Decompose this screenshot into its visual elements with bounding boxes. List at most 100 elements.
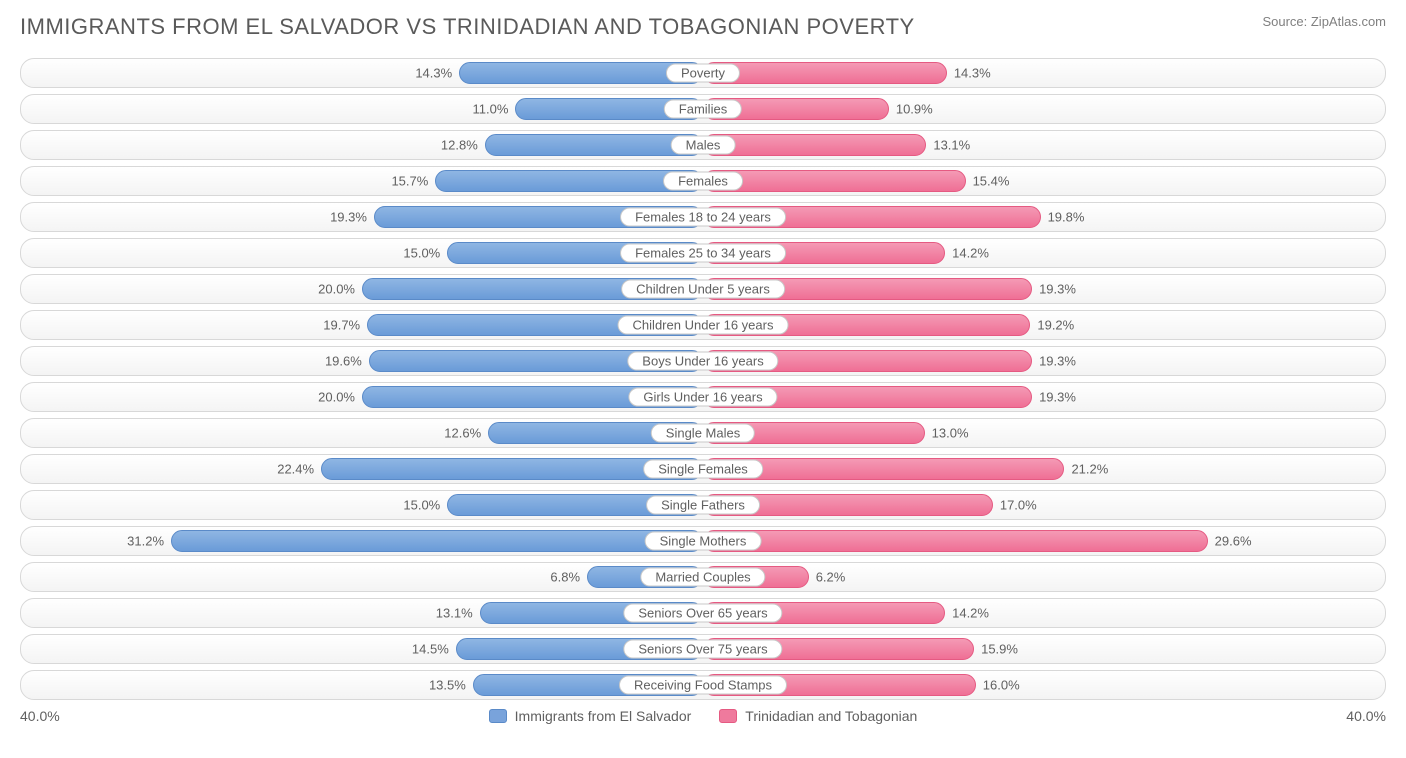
- left-value-label: 15.0%: [403, 498, 448, 513]
- left-half: 20.0%: [21, 383, 703, 411]
- category-label: Females: [663, 172, 743, 191]
- right-value-label: 15.4%: [965, 174, 1010, 189]
- right-value-label: 6.2%: [808, 570, 846, 585]
- right-value-label: 15.9%: [973, 642, 1018, 657]
- chart-row: 19.7%19.2%Children Under 16 years: [20, 310, 1386, 340]
- left-value-label: 19.7%: [323, 318, 368, 333]
- chart-row: 11.0%10.9%Families: [20, 94, 1386, 124]
- left-bar: 31.2%: [171, 530, 703, 552]
- chart-row: 19.6% 19.3% Boys Under 16 years: [20, 346, 1386, 376]
- left-value-label: 12.8%: [441, 138, 486, 153]
- right-value-label: 16.0%: [975, 678, 1020, 693]
- chart-row: 15.0% 17.0%Single Fathers: [20, 490, 1386, 520]
- right-half: 17.0%: [703, 491, 1385, 519]
- right-value-label: 14.2%: [944, 606, 989, 621]
- category-label: Females 25 to 34 years: [620, 244, 786, 263]
- left-value-label: 11.0%: [473, 102, 517, 117]
- chart-row: 14.3%14.3%Poverty: [20, 58, 1386, 88]
- right-half: 15.9%: [703, 635, 1385, 663]
- left-value-label: 19.3%: [330, 210, 375, 225]
- right-half: 19.3%: [703, 383, 1385, 411]
- right-value-label: 19.8%: [1040, 210, 1085, 225]
- chart-row: 15.0% 14.2% Females 25 to 34 years: [20, 238, 1386, 268]
- legend-item-right: Trinidadian and Tobagonian: [719, 708, 917, 724]
- right-bar: 13.1%: [703, 134, 926, 156]
- left-half: 13.1%: [21, 599, 703, 627]
- left-value-label: 15.0%: [403, 246, 448, 261]
- right-half: 14.3%: [703, 59, 1385, 87]
- right-half: 15.4%: [703, 167, 1385, 195]
- legend: Immigrants from El Salvador Trinidadian …: [489, 708, 918, 724]
- category-label: Seniors Over 65 years: [623, 604, 782, 623]
- left-half: 14.3%: [21, 59, 703, 87]
- left-half: 22.4%: [21, 455, 703, 483]
- left-half: 13.5%: [21, 671, 703, 699]
- left-value-label: 6.8%: [550, 570, 588, 585]
- axis-max-left: 40.0%: [20, 708, 60, 724]
- right-half: 16.0%: [703, 671, 1385, 699]
- category-label: Females 18 to 24 years: [620, 208, 786, 227]
- category-label: Girls Under 16 years: [628, 388, 777, 407]
- legend-label-left: Immigrants from El Salvador: [515, 708, 692, 724]
- right-value-label: 14.2%: [944, 246, 989, 261]
- left-half: 14.5%: [21, 635, 703, 663]
- left-value-label: 19.6%: [325, 354, 370, 369]
- category-label: Single Males: [651, 424, 755, 443]
- right-value-label: 29.6%: [1207, 534, 1252, 549]
- right-half: 13.1%: [703, 131, 1385, 159]
- right-value-label: 19.2%: [1029, 318, 1074, 333]
- left-half: 31.2%: [21, 527, 703, 555]
- left-value-label: 31.2%: [127, 534, 172, 549]
- category-label: Seniors Over 75 years: [623, 640, 782, 659]
- left-value-label: 13.5%: [429, 678, 474, 693]
- right-bar: 29.6%: [703, 530, 1208, 552]
- category-label: Receiving Food Stamps: [619, 676, 787, 695]
- legend-item-left: Immigrants from El Salvador: [489, 708, 692, 724]
- right-value-label: 19.3%: [1031, 354, 1076, 369]
- left-half: 19.3%: [21, 203, 703, 231]
- left-half: 15.7%: [21, 167, 703, 195]
- right-value-label: 10.9%: [888, 102, 933, 117]
- right-half: 14.2%: [703, 239, 1385, 267]
- chart-row: 15.7% 15.4% Females: [20, 166, 1386, 196]
- left-half: 12.8%: [21, 131, 703, 159]
- left-half: 11.0%: [21, 95, 703, 123]
- left-value-label: 22.4%: [277, 462, 322, 477]
- category-label: Single Females: [643, 460, 763, 479]
- chart-row: 13.5% 16.0% Receiving Food Stamps: [20, 670, 1386, 700]
- chart-row: 20.0% 19.3%Girls Under 16 years: [20, 382, 1386, 412]
- category-label: Married Couples: [640, 568, 765, 587]
- left-half: 12.6%: [21, 419, 703, 447]
- category-label: Boys Under 16 years: [627, 352, 778, 371]
- chart-row: 14.5% 15.9% Seniors Over 75 years: [20, 634, 1386, 664]
- right-half: 19.3%: [703, 275, 1385, 303]
- right-value-label: 21.2%: [1063, 462, 1108, 477]
- left-half: 6.8%: [21, 563, 703, 591]
- legend-label-right: Trinidadian and Tobagonian: [745, 708, 917, 724]
- category-label: Single Mothers: [645, 532, 762, 551]
- left-half: 19.7%: [21, 311, 703, 339]
- chart-row: 12.6%13.0%Single Males: [20, 418, 1386, 448]
- right-half: 10.9%: [703, 95, 1385, 123]
- left-half: 15.0%: [21, 491, 703, 519]
- axis-max-right: 40.0%: [1346, 708, 1386, 724]
- chart-row: 12.8%13.1%Males: [20, 130, 1386, 160]
- left-value-label: 14.5%: [412, 642, 457, 657]
- left-half: 19.6%: [21, 347, 703, 375]
- category-label: Children Under 5 years: [621, 280, 785, 299]
- chart-row: 6.8% 6.2% Married Couples: [20, 562, 1386, 592]
- left-value-label: 14.3%: [415, 66, 460, 81]
- right-half: 14.2%: [703, 599, 1385, 627]
- chart-footer: 40.0% Immigrants from El Salvador Trinid…: [20, 708, 1386, 724]
- legend-swatch-blue: [489, 709, 507, 723]
- chart-title: IMMIGRANTS FROM EL SALVADOR VS TRINIDADI…: [20, 14, 915, 40]
- legend-swatch-pink: [719, 709, 737, 723]
- left-half: 20.0%: [21, 275, 703, 303]
- left-half: 15.0%: [21, 239, 703, 267]
- chart-row: 22.4% 21.2% Single Females: [20, 454, 1386, 484]
- category-label: Poverty: [666, 64, 740, 83]
- left-value-label: 20.0%: [318, 390, 363, 405]
- category-label: Single Fathers: [646, 496, 760, 515]
- diverging-bar-chart: 14.3%14.3%Poverty11.0%10.9%Families12.8%…: [20, 58, 1386, 700]
- source-label: Source: ZipAtlas.com: [1262, 14, 1386, 29]
